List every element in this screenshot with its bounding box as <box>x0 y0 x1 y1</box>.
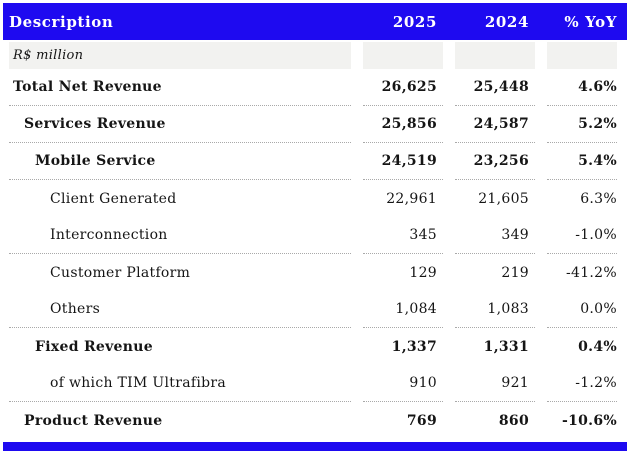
table-row-customer-platform: Customer Platform 129 219 -41.2% <box>3 254 627 291</box>
table-row-mobile-service: Mobile Service 24,519 23,256 5.4% <box>3 143 627 180</box>
row-value-yoy: 0.4% <box>578 338 617 355</box>
header-yoy: % YoY <box>564 12 617 31</box>
header-2024: 2024 <box>484 12 529 31</box>
row-value-2025: 1,084 <box>363 291 443 328</box>
row-value-yoy: -1.0% <box>547 217 617 254</box>
table-header: Description 2025 2024 % YoY <box>3 3 627 40</box>
row-value-2024: 1,331 <box>483 338 529 355</box>
row-label: Interconnection <box>9 217 351 254</box>
row-value-yoy: 0.0% <box>547 291 617 328</box>
header-description: Description <box>9 12 114 31</box>
row-value-yoy: 4.6% <box>547 69 617 106</box>
table-row-total-net-revenue: Total Net Revenue 26,625 25,448 4.6% <box>3 69 627 106</box>
row-value-yoy: -10.6% <box>561 412 617 429</box>
row-value-2025: 129 <box>409 264 437 281</box>
row-value-2025: 24,519 <box>363 143 443 180</box>
row-label: Product Revenue <box>24 412 163 429</box>
row-value-yoy: 6.3% <box>580 190 617 207</box>
row-value-yoy: -1.2% <box>547 365 617 402</box>
row-value-2025: 345 <box>363 217 443 254</box>
row-value-2024: 921 <box>455 365 535 402</box>
row-label: Others <box>9 291 351 328</box>
row-value-2025: 22,961 <box>386 190 437 207</box>
unit-cell-yoy <box>547 42 617 69</box>
table-row-interconnection: Interconnection 345 349 -1.0% <box>3 217 627 254</box>
row-label: of which TIM Ultrafibra <box>9 365 351 402</box>
row-value-2024: 860 <box>498 412 529 429</box>
row-value-2024: 1,083 <box>455 291 535 328</box>
header-2025: 2025 <box>392 12 437 31</box>
row-value-2024: 23,256 <box>455 143 535 180</box>
row-label: Mobile Service <box>9 143 351 180</box>
row-value-2024: 219 <box>501 264 529 281</box>
table-row-fixed-revenue: Fixed Revenue 1,337 1,331 0.4% <box>3 328 627 365</box>
unit-cell-2025 <box>363 42 443 69</box>
table-row-services-revenue: Services Revenue 25,856 24,587 5.2% <box>3 106 627 143</box>
footer-accent-bar <box>3 442 627 451</box>
unit-label: R$ million <box>9 42 351 69</box>
table-row-client-generated: Client Generated 22,961 21,605 6.3% <box>3 180 627 217</box>
row-value-yoy: 5.2% <box>547 106 617 143</box>
row-value-2024: 25,448 <box>455 69 535 106</box>
row-value-2025: 910 <box>363 365 443 402</box>
table-row-others: Others 1,084 1,083 0.0% <box>3 291 627 328</box>
row-label: Fixed Revenue <box>35 338 153 355</box>
row-value-yoy: -41.2% <box>565 264 617 281</box>
row-value-2024: 24,587 <box>455 106 535 143</box>
row-label: Services Revenue <box>9 106 351 143</box>
row-value-2025: 1,337 <box>391 338 437 355</box>
row-label: Customer Platform <box>50 264 191 281</box>
table-row-tim-ultrafibra: of which TIM Ultrafibra 910 921 -1.2% <box>3 365 627 402</box>
row-value-yoy: 5.4% <box>547 143 617 180</box>
row-value-2025: 26,625 <box>363 69 443 106</box>
row-value-2024: 21,605 <box>478 190 529 207</box>
row-value-2024: 349 <box>455 217 535 254</box>
row-value-2025: 769 <box>406 412 437 429</box>
unit-cell-2024 <box>455 42 535 69</box>
row-value-2025: 25,856 <box>363 106 443 143</box>
row-label: Total Net Revenue <box>9 69 351 106</box>
table-body: Total Net Revenue 26,625 25,448 4.6% Ser… <box>3 69 627 439</box>
row-label: Client Generated <box>50 190 177 207</box>
table-row-product-revenue: Product Revenue 769 860 -10.6% <box>3 402 627 439</box>
unit-row: R$ million <box>3 42 627 69</box>
